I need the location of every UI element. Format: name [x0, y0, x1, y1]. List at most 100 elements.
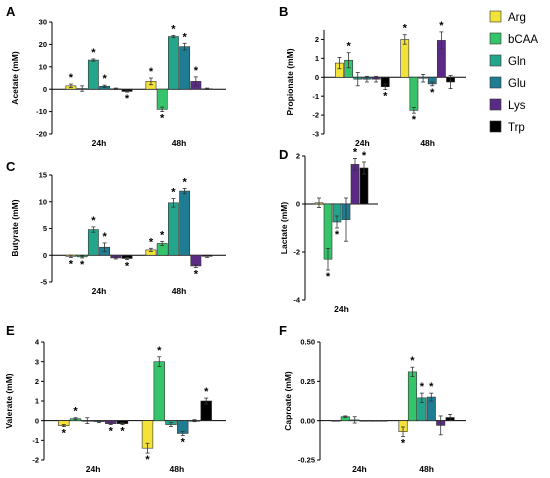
bar-bcaa-48h	[153, 361, 165, 421]
bar-gln-24h	[87, 59, 99, 90]
significance-star: *	[194, 269, 199, 281]
panel-D: D Lactate (mM) -4 -2 0 2 24h * * * *	[279, 146, 378, 314]
y-axis-label: Acetate (mM)	[10, 51, 20, 105]
y-tick-label: 0.00	[300, 416, 315, 425]
y-axis-label: Butyrate (mM)	[10, 199, 20, 256]
panel-E: E Valerate (mM) -2 -1 0 1 2 3 4 24h * * * * 48h * * * *	[4, 323, 226, 474]
panel-B: B Propionate (mM) -3 -2 -1 0 1 2 24h * * 48h * * * *	[279, 4, 466, 148]
significance-star: *	[125, 261, 130, 273]
significance-star: *	[69, 72, 74, 84]
significance-star: *	[430, 87, 435, 99]
significance-star: *	[326, 271, 331, 283]
panel-letter: A	[6, 4, 16, 19]
x-category-label: 24h	[352, 464, 367, 474]
significance-star: *	[171, 23, 176, 35]
significance-star: *	[160, 229, 165, 241]
significance-star: *	[420, 381, 425, 393]
legend-swatch	[489, 54, 502, 67]
y-axis-label: Caproate (mM)	[283, 371, 293, 431]
significance-star: *	[62, 428, 67, 440]
y-tick-label: 2	[315, 35, 319, 44]
bar-bcaa-48h	[156, 88, 168, 110]
x-category-label: 24h	[92, 286, 107, 296]
bar-bcaa-48h	[407, 371, 417, 421]
y-tick-label: 5	[43, 224, 47, 233]
significance-star: *	[73, 406, 78, 418]
y-tick-label: 0	[43, 251, 47, 260]
x-category-label: 48h	[170, 464, 185, 474]
y-tick-label: -10	[36, 107, 47, 116]
bar-glu-24h	[359, 420, 369, 422]
legend-label: bCAA	[508, 34, 538, 46]
x-category-label: 48h	[172, 286, 187, 296]
y-tick-label: 0	[35, 416, 39, 425]
y-tick-label: 0.50	[300, 338, 315, 347]
y-tick-label: 10	[39, 197, 47, 206]
significance-star: *	[410, 355, 415, 367]
significance-star: *	[102, 73, 107, 85]
significance-star: *	[182, 176, 187, 188]
panel-A: A Acetate (mM) -20 -10 0 10 20 30 24h * * * * 48h * * * *…	[6, 4, 226, 148]
x-category-label: 48h	[420, 138, 435, 148]
significance-star: *	[91, 47, 96, 59]
significance-star: *	[91, 215, 96, 227]
y-tick-label: -20	[36, 130, 47, 139]
bar-glu-48h	[179, 190, 191, 256]
legend-item-gln: Gln	[489, 54, 526, 68]
bar-gln-24h	[87, 229, 99, 256]
y-tick-label: 4	[35, 338, 40, 347]
y-tick-label: -1	[312, 92, 319, 101]
y-axis-label: Valerate (mM)	[4, 373, 14, 428]
significance-star: *	[353, 146, 358, 158]
significance-star: *	[149, 236, 154, 248]
y-tick-label: 0.25	[300, 377, 315, 386]
x-category-label: 24h	[355, 138, 370, 148]
legend-label: Trp	[508, 122, 525, 134]
y-tick-label: -4	[293, 296, 300, 305]
bar-lys-24h	[369, 420, 379, 422]
significance-star: *	[204, 386, 209, 398]
panel-letter: E	[6, 323, 15, 338]
significance-star: *	[182, 31, 187, 43]
legend-swatch	[489, 98, 502, 111]
legend-swatch	[489, 76, 502, 89]
panel-F: F Caproate (mM) -0.25 0.00 0.25 0.50 24h 48h * * *…	[279, 323, 466, 474]
significance-star: *	[160, 113, 165, 125]
x-category-label: 24h	[334, 304, 349, 314]
bar-gln-48h	[167, 36, 179, 90]
panel-letter: F	[279, 323, 287, 338]
y-tick-label: 1	[35, 397, 39, 406]
y-tick-label: 0	[296, 200, 300, 209]
significance-star: *	[145, 454, 150, 466]
significance-star: *	[383, 91, 388, 103]
significance-star: *	[412, 114, 417, 126]
y-tick-label: 2	[296, 152, 300, 161]
significance-star: *	[362, 150, 367, 162]
y-tick-label: -2	[32, 456, 39, 465]
significance-star: *	[346, 41, 351, 53]
panel-letter: B	[279, 4, 288, 19]
bar-glu-48h	[179, 46, 191, 90]
y-tick-label: -2	[312, 111, 319, 120]
significance-star: *	[80, 259, 85, 271]
legend-swatch	[489, 120, 502, 133]
y-tick-label: -5	[40, 278, 47, 287]
x-category-label: 48h	[419, 464, 434, 474]
legend-item-bcaa: bCAA	[489, 32, 538, 46]
legend-item-glu: Glu	[489, 76, 526, 90]
y-tick-label: -0.25	[298, 456, 315, 465]
x-category-label: 48h	[172, 138, 187, 148]
significance-star: *	[171, 187, 176, 199]
y-tick-label: -3	[312, 130, 319, 139]
legend-item-trp: Trp	[489, 120, 525, 134]
significance-star: *	[429, 381, 434, 393]
legend-item-arg: Arg	[489, 10, 526, 24]
y-tick-label: 10	[39, 62, 47, 71]
significance-star: *	[102, 231, 107, 243]
significance-star: *	[109, 426, 114, 438]
bar-arg-48h	[400, 39, 410, 78]
significance-star: *	[181, 436, 186, 448]
significance-star: *	[335, 229, 340, 241]
legend-swatch	[489, 32, 502, 45]
